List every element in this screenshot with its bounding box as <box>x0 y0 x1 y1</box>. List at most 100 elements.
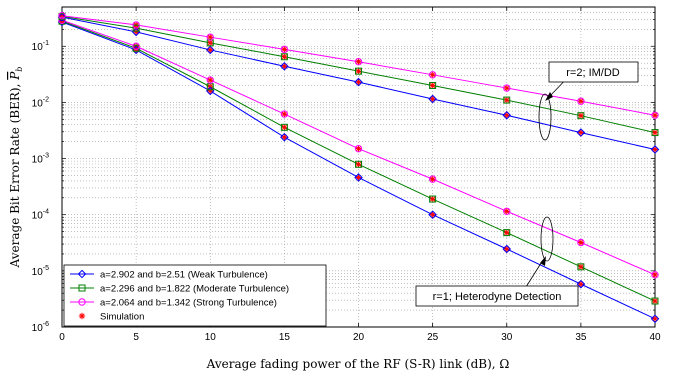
data-point-square <box>503 229 511 237</box>
series <box>57 11 660 324</box>
simulation-point <box>355 58 362 65</box>
simulation-point <box>207 76 214 84</box>
y-tick-base: 10 <box>32 323 44 334</box>
data-point-square <box>280 53 288 61</box>
annotation-r1-arrowhead <box>540 256 546 266</box>
y-tick-exponent: -2 <box>43 96 49 103</box>
data-point-diamond <box>502 110 512 120</box>
series-markers <box>58 16 659 279</box>
legend-entry: a=2.296 and b=1.822 (Moderate Turbulence… <box>70 284 289 295</box>
x-tick-label: 25 <box>427 332 439 343</box>
legend-label: a=2.064 and b=1.342 (Strong Turbulence) <box>100 298 277 309</box>
data-point-circle <box>503 84 511 92</box>
simulation-point <box>503 229 510 236</box>
simulation-point <box>577 112 585 119</box>
data-point-diamond <box>280 61 289 71</box>
annotation-r2-arrowhead <box>545 92 553 101</box>
legend-label: Simulation <box>100 312 144 323</box>
data-point-diamond <box>428 210 437 220</box>
data-point-diamond <box>576 279 586 289</box>
legend-label: a=2.296 and b=1.822 (Moderate Turbulence… <box>100 284 289 295</box>
data-point-circle <box>577 97 585 105</box>
legend-marker-diamond <box>77 269 87 279</box>
data-point-circle <box>428 175 437 183</box>
series-markers <box>58 11 659 119</box>
simulation-point <box>577 263 585 271</box>
simulation-point <box>355 67 362 75</box>
data-point-circle <box>503 207 511 215</box>
data-point-diamond <box>205 45 215 55</box>
simulation-point <box>651 129 659 136</box>
y-tick-exponent: -1 <box>43 40 49 47</box>
annotation-r2: r=2; IM/DD <box>538 61 639 141</box>
y-tick-exponent: -4 <box>43 209 49 216</box>
simulation-point <box>281 46 288 53</box>
simulation-point <box>503 208 510 215</box>
data-point-square <box>355 160 362 168</box>
y-tick-base: 10 <box>32 155 44 166</box>
legend-label: a=2.902 and b=2.51 (Weak Turbulence) <box>100 270 268 281</box>
annotation-r1-ellipse <box>540 216 554 262</box>
simulation-point <box>577 129 585 136</box>
annotation-r2-text: r=2; IM/DD <box>566 67 620 79</box>
series-markers <box>58 17 659 305</box>
legend-marker-circle <box>78 298 86 306</box>
y-tick-exponent: -6 <box>43 321 49 328</box>
simulation-point <box>651 315 659 322</box>
data-point-diamond <box>354 173 363 182</box>
data-point-diamond <box>280 132 289 142</box>
y-tick-base: 10 <box>32 267 44 278</box>
data-point-diamond <box>354 77 363 87</box>
simulation-point <box>651 271 659 279</box>
data-point-diamond <box>650 314 660 324</box>
x-tick-label: 20 <box>353 332 365 343</box>
y-axis-title-label: Average Bit Error Rate (BER), <box>8 84 22 269</box>
legend-items: a=2.902 and b=2.51 (Weak Turbulence) a=2.… <box>70 270 289 323</box>
x-tick-label: 40 <box>649 332 661 343</box>
y-tick-label: 10-6 <box>32 321 49 334</box>
data-point-circle <box>651 111 659 119</box>
data-point-circle <box>206 76 214 84</box>
annotation-r1-box <box>415 285 579 307</box>
legend-box <box>63 264 327 327</box>
x-tick-label: 30 <box>501 332 513 343</box>
data-point-square <box>577 263 585 271</box>
legend: a=2.902 and b=2.51 (Weak Turbulence) a=2.… <box>63 264 327 327</box>
data-point-square <box>577 112 585 120</box>
annotation-r2-box <box>548 61 639 83</box>
data-point-circle <box>651 271 659 279</box>
simulation-point <box>503 96 510 104</box>
annotation-r1: r=1; Heterodyne Detection <box>415 216 579 307</box>
data-point-square <box>429 81 437 89</box>
x-tick-label: 15 <box>279 332 291 343</box>
annotation-r1-arrow <box>525 259 544 288</box>
simulation-point <box>281 110 288 118</box>
simulation-point <box>503 84 510 92</box>
x-axis-title: Average fading power of the RF (S-R) lin… <box>206 357 510 371</box>
data-point-circle <box>280 110 289 118</box>
simulation-point <box>651 112 659 119</box>
data-point-square <box>651 297 659 305</box>
data-point-circle <box>206 33 214 41</box>
x-tick-label: 35 <box>575 332 587 343</box>
y-tick-label: 10-5 <box>32 265 49 278</box>
simulation-point <box>429 71 436 79</box>
simulation-point <box>577 239 585 246</box>
y-axis-title-text: Average Bit Error Rate (BER), Pb <box>8 67 24 269</box>
data-point-square <box>503 96 511 104</box>
data-point-square <box>651 129 659 137</box>
y-tick-base: 10 <box>32 42 44 53</box>
simulation-point <box>355 161 362 168</box>
data-point-square <box>355 67 362 75</box>
legend-marker-square <box>78 284 86 292</box>
y-tick-label: 10-4 <box>32 209 49 222</box>
simulation-point <box>207 46 214 54</box>
y-tick-label: 10-2 <box>32 96 49 109</box>
legend-entry: Simulation <box>78 312 144 323</box>
data-point-diamond <box>576 128 586 137</box>
data-point-square <box>429 195 437 203</box>
data-point-circle <box>354 58 363 66</box>
simulation-point <box>429 175 436 183</box>
simulation-point <box>281 124 288 131</box>
legend-marker-asterisk <box>78 312 86 320</box>
